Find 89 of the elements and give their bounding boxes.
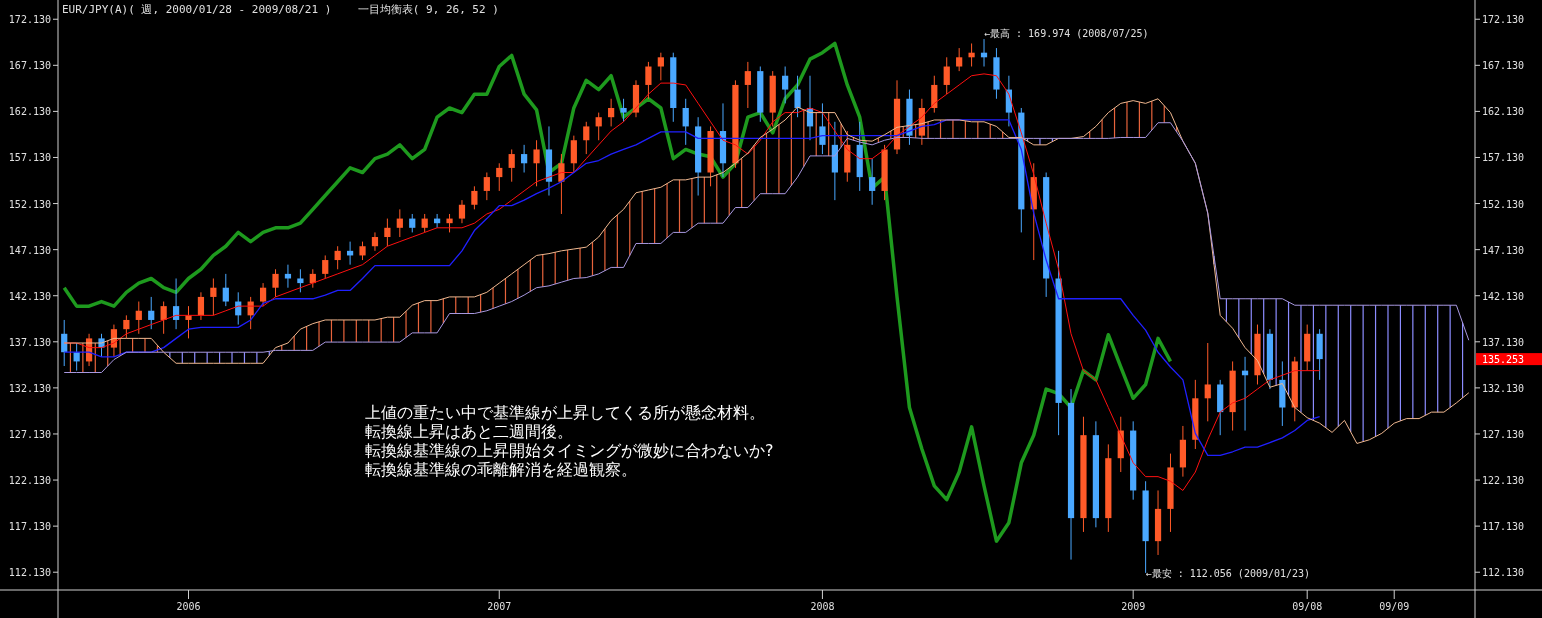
x-tick-label: 2006 [176,601,201,612]
chart-title: EUR/JPY(A)( 週, 2000/01/28 - 2009/08/21 ) 一目均衡表( 9, 26, 52 ) [62,3,499,16]
text: 135.253 [1482,354,1525,366]
candlestick [943,56,950,95]
candlestick [496,162,503,192]
candlestick [371,231,379,252]
y-tick-label: 137.130 [8,336,51,348]
candlestick [570,135,577,173]
candlestick [483,172,490,201]
candlestick [396,208,403,238]
candlestick [583,121,590,155]
y2-tick-label: 122.130 [1482,475,1525,487]
annotation: ←最高 : 169.974 (2008/07/25) [984,28,1149,40]
candlestick [508,148,515,183]
y2-tick-label: 152.130 [1482,198,1525,210]
candlestick [782,66,789,104]
candlestick [645,61,652,100]
candlestick [608,98,615,127]
line-series [63,119,1321,457]
x-tick-label: 2007 [487,601,512,612]
annotation: 転換線基準線の乖離解消を経過観察。 [365,460,637,479]
y-tick-label: 172.130 [8,14,51,26]
candlestick [334,245,341,270]
candlestick [322,254,329,279]
y2-tick-label: 127.130 [1482,428,1525,440]
y-tick-label: 147.130 [8,244,51,256]
y-tick-label: 112.130 [8,567,51,579]
candlestick [272,268,279,298]
y2-tick-label: 162.130 [1482,106,1525,118]
y-tick-label: 167.130 [8,60,51,72]
candlestick [123,314,130,339]
candlestick [819,102,826,155]
candlestick [185,305,192,339]
y-tick-label: 117.130 [8,521,51,533]
candlestick [869,158,876,206]
y-tick-label: 132.130 [8,382,51,394]
candlestick [222,273,229,307]
candlestick [956,47,963,72]
y-tick-label: 127.130 [8,428,51,440]
candlestick [968,42,975,68]
y2-tick-label: 142.130 [1482,290,1525,302]
candlestick [1204,342,1211,422]
y2-tick-label: 167.130 [1482,60,1525,72]
candlestick [446,213,453,233]
y2-tick-label: 157.130 [1482,152,1525,164]
y-tick-label: 162.130 [8,106,51,118]
annotation: ←最安 : 112.056 (2009/01/23) [1145,567,1311,579]
y2-tick-label: 112.130 [1482,567,1525,579]
candlestick [558,153,565,215]
candlestick [595,112,602,141]
x-tick-label: 09/09 [1379,601,1410,612]
annotation: 転換線上昇はあと二週間後。 [365,422,573,441]
annotation: 上値の重たい中で基準線が上昇してくる所が懸念材料。 [365,403,765,422]
candlestick [259,282,267,307]
candlestick [794,75,801,118]
candlestick [197,291,205,321]
y2-tick-label: 147.130 [1482,244,1525,256]
candlestick [210,277,217,316]
x-tick-label: 09/08 [1292,601,1323,612]
candlestick [533,139,540,187]
y-tick-label: 142.130 [8,290,51,302]
candlestick [148,296,155,330]
line-series [62,41,1173,543]
candlestick [172,277,180,330]
candlestick [744,61,751,109]
x-tick-label: 2009 [1121,601,1146,612]
candlestick [471,185,478,210]
candlestick [359,241,366,261]
candlestick [160,301,167,335]
candlestick [384,218,391,247]
candlestick [409,213,416,233]
y2-tick-label: 137.130 [1482,336,1525,348]
candlestick [297,268,304,293]
candlestick [620,98,627,123]
candlestick [421,213,428,233]
candlestick [657,52,664,81]
annotation: 転換線基準線の上昇開始タイミングが微妙に合わないか? [365,441,774,460]
line-series [63,122,1470,373]
y2-tick-label: 132.130 [1482,382,1525,394]
y-tick-label: 122.130 [8,475,51,487]
x-tick-label: 2008 [810,601,835,612]
y-tick-label: 152.130 [8,198,51,210]
y2-tick-label: 172.130 [1482,14,1525,26]
candlestick [135,301,142,335]
y2-tick-label: 117.130 [1482,521,1525,533]
candlestick [521,144,528,173]
y-tick-label: 157.130 [8,152,51,164]
candlestick [458,199,466,224]
candlestick [682,98,689,146]
